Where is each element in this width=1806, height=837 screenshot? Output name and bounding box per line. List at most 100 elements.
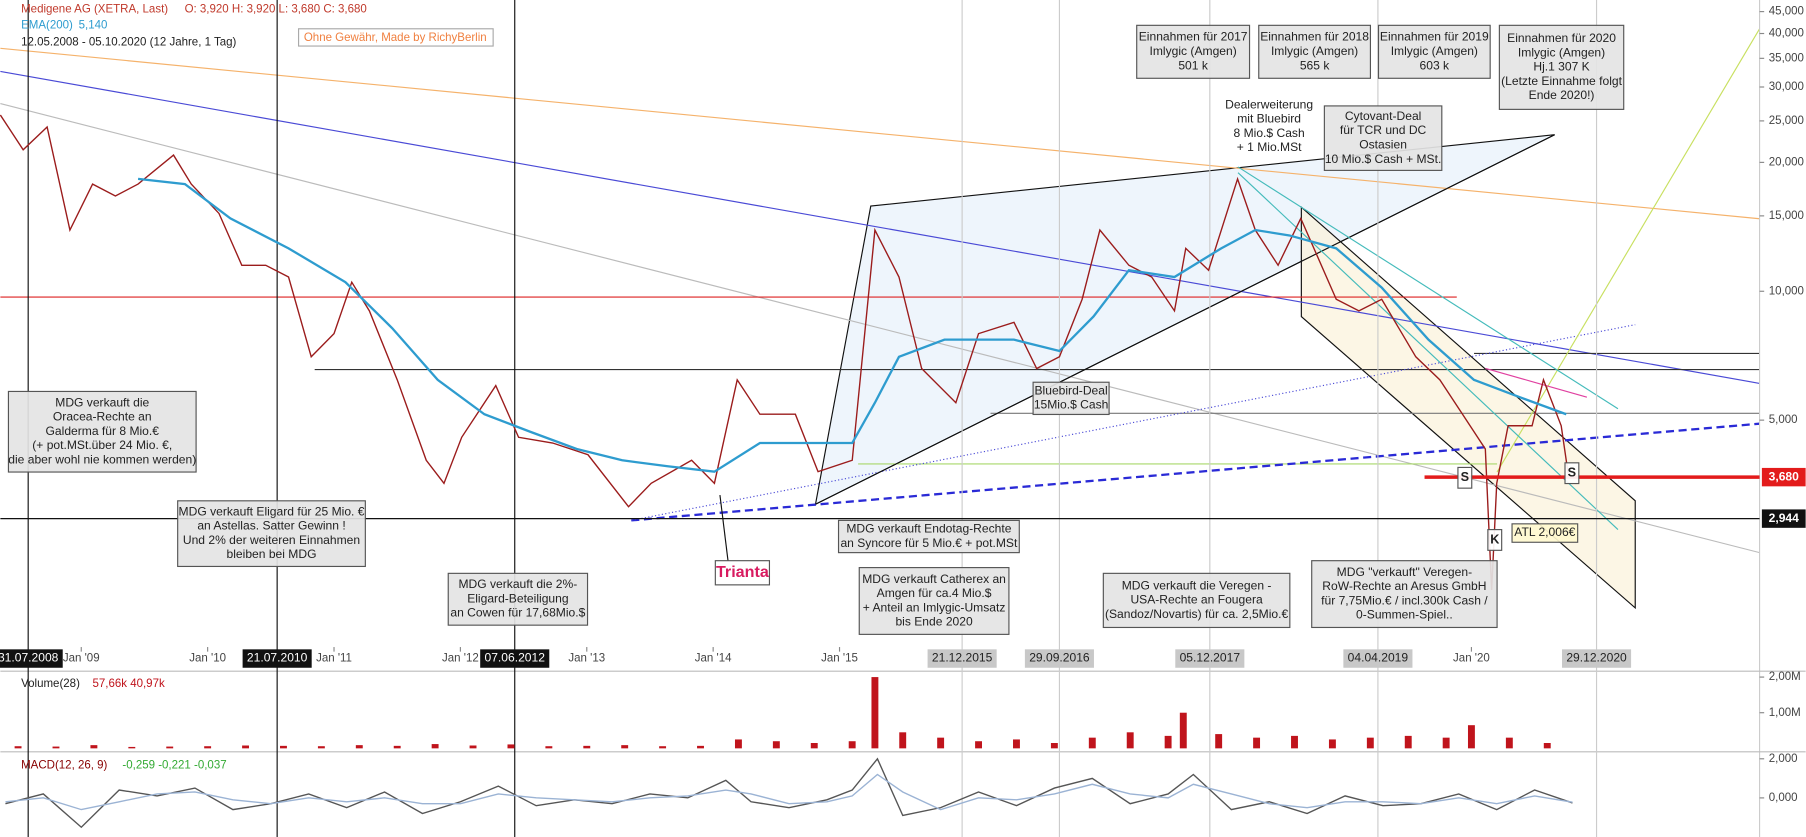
- annotation-box: [1564, 462, 1580, 485]
- annotation-text: an Syncore für 5 Mio.€ + pot.MSt: [840, 536, 1018, 550]
- annotation-text: Hj.1 307 K: [1533, 60, 1589, 74]
- annotation-text: MDG verkauft Endotag-Rechte: [846, 522, 1011, 536]
- volume-bar: [899, 732, 907, 749]
- volume-bar: [317, 746, 325, 749]
- annotation-text: Dealerweiterung: [1225, 97, 1313, 111]
- watermark: Ohne Gewähr, Made by RichyBerlin: [304, 32, 487, 44]
- marker-label: 07.06.2012: [485, 651, 546, 665]
- annotation-text: 10 Mio.$ Cash + MSt.: [1325, 152, 1441, 166]
- volume-bar: [128, 746, 136, 749]
- volume-bar: [1505, 737, 1513, 749]
- x-tick-label: Jan '09: [63, 653, 100, 665]
- annotation-text: Ostasien: [1359, 137, 1407, 151]
- annotation-text: (Sandoz/Novartis) für ca. 2,5Mio.€: [1105, 607, 1289, 621]
- annotation-text: MDG verkauft die 2%-: [458, 577, 577, 591]
- annotation-text: (+ pot.MSt.über 24 Mio. €,: [32, 438, 172, 452]
- trendlines: [0, 28, 1761, 610]
- x-tick-label: Jan '12: [442, 653, 479, 665]
- annotation-box: [837, 519, 1020, 554]
- marker-label-bg: [242, 649, 312, 668]
- series-line: [5, 773, 1573, 811]
- annotation-text: K: [1490, 532, 1500, 546]
- annotation-text: Cytovant-Deal: [1345, 109, 1422, 123]
- y-tick-label: 0,000: [1769, 792, 1798, 804]
- y-tick-label: 2,000: [1769, 753, 1798, 765]
- y-tick-label: 35,000: [1769, 52, 1804, 64]
- volume-bar: [431, 744, 439, 749]
- volume-bar: [621, 745, 629, 749]
- annotation-text: 15Mio.$ Cash: [1034, 398, 1109, 412]
- annotation-text: + Anteil an Imlygic-Umsatz: [863, 600, 1006, 614]
- watermark-box: [297, 28, 494, 47]
- volume-bar: [393, 745, 401, 749]
- annotation-box: [714, 560, 771, 586]
- x-tick-label: Jan '14: [695, 653, 732, 665]
- annotation-text: Imlygic (Amgen): [1518, 45, 1605, 59]
- marker-label: 21.12.2015: [932, 651, 993, 665]
- x-tick-label: Jan '11: [316, 653, 352, 665]
- marker-label: 29.12.2020: [1566, 651, 1627, 665]
- y-tick-label: 20,000: [1769, 156, 1804, 168]
- annotation-text: Bluebird-Deal: [1034, 383, 1107, 397]
- marker-label-bg: [1562, 649, 1632, 668]
- volume-bar: [697, 745, 704, 749]
- annotation-box: [1102, 572, 1291, 629]
- annotation-box: [1258, 24, 1372, 79]
- annotation-text: die aber wohl nie kommen werden): [8, 452, 196, 466]
- marker-label: 31.07.2008: [0, 651, 59, 665]
- y-tick-label: 30,000: [1769, 81, 1804, 93]
- y-tick-label: 40,000: [1769, 28, 1804, 40]
- ohlc: O: 3,920 H: 3,920 L: 3,680 C: 3,680: [185, 3, 367, 15]
- volume-readout: 57,66k 40,97k: [92, 678, 165, 690]
- annotation-text: 603 k: [1420, 58, 1451, 72]
- annotation-box: [1511, 523, 1579, 543]
- annotation-text: MDG verkauft die Veregen -: [1122, 578, 1272, 592]
- volume-bar: [1442, 737, 1450, 749]
- volume-bar: [1543, 743, 1551, 749]
- marker-label-bg: [1024, 649, 1094, 668]
- y-tick-label: 2,00M: [1769, 671, 1801, 683]
- annotation-text: Und 2% der weiteren Einnahmen: [183, 533, 360, 547]
- annotation-text: Amgen für ca.4 Mio.$: [877, 586, 992, 600]
- x-tick-label: Jan '20: [1453, 653, 1490, 665]
- annotation-text: (Letzte Einnahme folgt: [1501, 74, 1622, 88]
- annotation-text: 501 k: [1178, 58, 1209, 72]
- annotation-text: + 1 Mio.MSt: [1237, 140, 1302, 154]
- annotation-text: Einnahmen für 2017: [1139, 30, 1248, 44]
- annotation-text: USA-Rechte an Fougera: [1130, 593, 1263, 607]
- annotation-text: Galderma für 8 Mio.€: [46, 424, 160, 438]
- annotation-box: [1498, 24, 1625, 110]
- channel: [1300, 205, 1636, 610]
- volume-bar: [1404, 735, 1412, 749]
- marker-label-bg: [1343, 649, 1413, 668]
- annotation-box: [177, 500, 366, 568]
- price-label: 2,944: [1769, 511, 1800, 525]
- annotation-text: an Astellas. Satter Gewinn !: [197, 519, 345, 533]
- annotation-text: Imlygic (Amgen): [1150, 44, 1237, 58]
- annotation-text: Imlygic (Amgen): [1391, 44, 1478, 58]
- date-range: 12.05.2008 - 05.10.2020 (12 Jahre, 1 Tag…: [21, 37, 236, 49]
- annotation-box: [1032, 381, 1110, 416]
- volume-bar: [810, 743, 818, 749]
- annotation-text: bleiben bei MDG: [227, 547, 317, 561]
- annotation-text: RoW-Rechte an Aresus GmbH: [1322, 579, 1486, 593]
- macd-label: MACD(12, 26, 9): [21, 760, 107, 772]
- header: Medigene AG (XETRA, Last) O: 3,920 H: 3,…: [21, 3, 494, 772]
- annotation-box: [1487, 529, 1503, 551]
- volume-bar: [1467, 725, 1475, 749]
- legend-readout: 5,140: [79, 19, 108, 31]
- volume-bar: [848, 741, 856, 749]
- volume-bar: [1328, 739, 1336, 749]
- annotation-text: 565 k: [1300, 58, 1331, 72]
- x-tick-label: Jan '15: [821, 653, 858, 665]
- annotation-text: MDG verkauft Catherex an: [862, 572, 1006, 586]
- annotation-text: 8 Mio.$ Cash: [1234, 126, 1305, 140]
- annotation-text: mit Bluebird: [1237, 112, 1301, 126]
- volume-label: Volume(28): [21, 678, 80, 690]
- annotation-box: [1136, 24, 1251, 79]
- annotation-box: [1323, 105, 1443, 171]
- volume-bar: [280, 745, 287, 749]
